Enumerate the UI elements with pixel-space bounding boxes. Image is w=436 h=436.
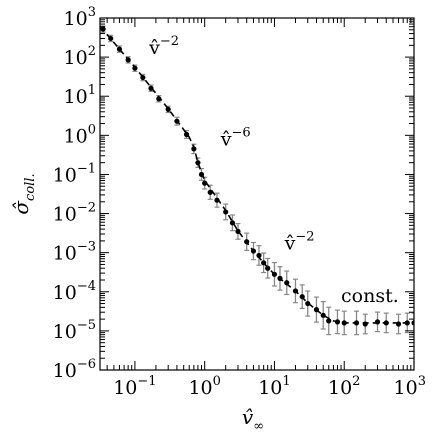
y-tick-label: 10−4 (53, 279, 96, 304)
x-tick-label-exponent: −1 (137, 374, 156, 389)
y-tick-label: 100 (64, 122, 96, 147)
y-tick-label-exponent: 2 (88, 44, 96, 59)
x-tick-label: 101 (258, 374, 290, 399)
slope-annotation: v̂−6 (220, 125, 251, 150)
y-axis-title-base: σ̂ (9, 200, 33, 215)
y-tick-label-base: 10 (53, 360, 77, 382)
y-tick-label-exponent: −3 (77, 240, 96, 255)
slope-annotation-exponent: −2 (295, 230, 314, 245)
y-tick-label: 10−6 (53, 357, 96, 382)
y-tick-label-exponent: 1 (88, 83, 96, 98)
y-tick-label-exponent: −4 (77, 279, 96, 294)
x-tick-label-exponent: 1 (282, 374, 290, 389)
y-tick-label-exponent: −6 (77, 357, 96, 372)
x-tick-label: 102 (328, 374, 360, 399)
tick-labels: 10−1 100 101 102 10310−610−510−410−310−210−1… (53, 5, 426, 399)
y-tick-label-exponent: 3 (88, 5, 96, 20)
x-tick-label: 10−1 (113, 374, 156, 399)
y-tick-label-exponent: 0 (88, 122, 96, 137)
y-tick-label-exponent: −1 (77, 161, 96, 176)
axis-ticks (100, 17, 415, 371)
slope-annotation: v̂−2 (284, 230, 315, 255)
y-tick-label: 103 (64, 5, 96, 30)
axis-titles: v̂∞ σ̂coll. (9, 173, 264, 434)
y-tick-label: 10−3 (53, 240, 96, 265)
slope-annotation-base: v̂ (220, 128, 232, 150)
y-tick-label-base: 10 (53, 243, 77, 265)
slope-annotation-exponent: −2 (160, 34, 179, 49)
x-tick-label-base: 10 (188, 377, 212, 399)
y-tick-label-base: 10 (53, 282, 77, 304)
y-axis-title: σ̂coll. (9, 173, 38, 214)
y-tick-label-base: 10 (64, 125, 88, 147)
x-tick-label-exponent: 2 (352, 374, 360, 389)
slope-annotation: v̂−2 (148, 34, 179, 59)
x-tick-label: 103 (394, 374, 426, 399)
y-tick-label-base: 10 (53, 204, 77, 226)
slope-annotation-exponent: −6 (231, 125, 250, 140)
y-tick-label-base: 10 (53, 164, 77, 186)
x-tick-label-exponent: 0 (213, 374, 221, 389)
y-tick-label-base: 10 (64, 86, 88, 108)
fit-line (100, 26, 414, 324)
plot-area (99, 17, 415, 371)
y-tick-label-base: 10 (64, 8, 88, 30)
y-tick-label: 10−2 (53, 201, 96, 226)
slope-annotation-base: const. (341, 285, 399, 307)
y-tick-label: 102 (64, 44, 96, 69)
x-tick-label-base: 10 (394, 377, 418, 399)
x-tick-label-base: 10 (258, 377, 282, 399)
y-tick-label-exponent: −5 (77, 318, 96, 333)
slope-annotation: const. (341, 285, 399, 307)
x-axis-title-base: v̂ (242, 405, 254, 429)
data-point (326, 318, 332, 324)
plot-frame (99, 17, 415, 371)
y-tick-label-base: 10 (53, 321, 77, 343)
plot-inner (100, 25, 414, 336)
y-axis-title-subscript: coll. (23, 173, 38, 201)
slope-annotation-base: v̂ (284, 233, 296, 255)
data-point (202, 180, 208, 186)
y-tick-label-exponent: −2 (77, 201, 96, 216)
slope-annotation-base: v̂ (148, 37, 160, 59)
y-tick-label: 10−5 (53, 318, 96, 343)
x-tick-label-base: 10 (113, 377, 137, 399)
y-tick-label: 101 (64, 83, 96, 108)
x-tick-label-base: 10 (328, 377, 352, 399)
data-point (183, 131, 190, 138)
y-tick-label: 10−1 (53, 161, 96, 186)
x-axis-title: v̂∞ (242, 405, 264, 434)
y-tick-label-base: 10 (64, 47, 88, 69)
x-tick-label: 100 (188, 374, 220, 399)
x-axis-title-subscript: ∞ (253, 419, 264, 434)
x-tick-label-exponent: 3 (418, 374, 426, 389)
